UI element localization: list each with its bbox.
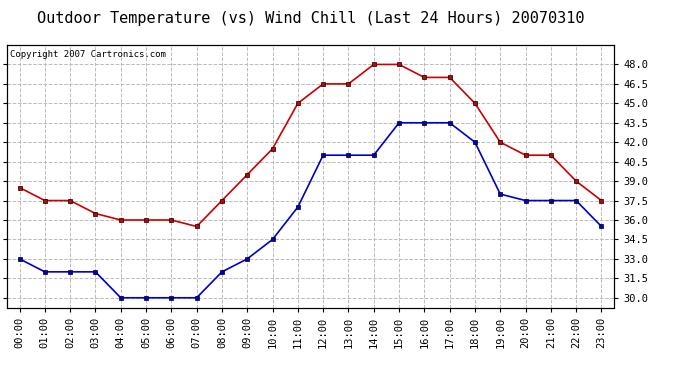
Text: Outdoor Temperature (vs) Wind Chill (Last 24 Hours) 20070310: Outdoor Temperature (vs) Wind Chill (Las… [37,11,584,26]
Text: Copyright 2007 Cartronics.com: Copyright 2007 Cartronics.com [10,50,166,59]
